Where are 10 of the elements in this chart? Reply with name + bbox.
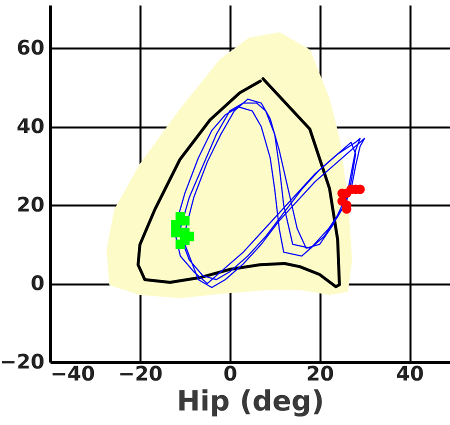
y-tick-label: 60 — [16, 36, 44, 60]
x-tick-label: 20 — [306, 362, 334, 386]
y-tick-label: 20 — [16, 192, 44, 217]
x-tick-label: −20 — [118, 362, 163, 386]
x-tick-label: 0 — [223, 362, 238, 386]
x-axis-title: Hip (deg) — [176, 384, 324, 418]
x-tick-label: 40 — [396, 362, 424, 386]
x-tick-label: −40 — [50, 362, 96, 386]
y-tick-label: 0 — [30, 271, 44, 296]
y-tick-label: 40 — [16, 114, 44, 138]
